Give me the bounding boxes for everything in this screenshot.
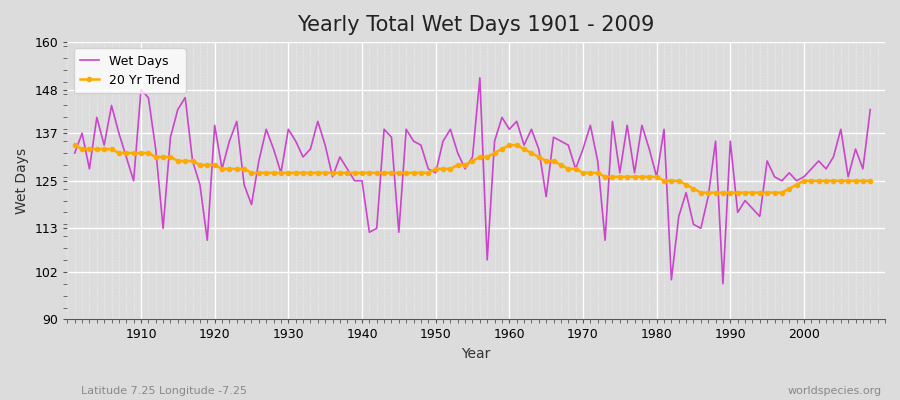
Text: Latitude 7.25 Longitude -7.25: Latitude 7.25 Longitude -7.25: [81, 386, 247, 396]
Wet Days: [69, 151, 80, 156]
Y-axis label: Wet Days: Wet Days: [15, 148, 29, 214]
20 Yr Trend: [69, 143, 80, 148]
20 Yr Trend: [497, 147, 508, 152]
Wet Days: [291, 139, 302, 144]
Wet Days: [511, 119, 522, 124]
Text: worldspecies.org: worldspecies.org: [788, 386, 882, 396]
20 Yr Trend: [865, 178, 876, 183]
20 Yr Trend: [592, 170, 603, 175]
20 Yr Trend: [504, 143, 515, 148]
20 Yr Trend: [696, 190, 706, 195]
Legend: Wet Days, 20 Yr Trend: Wet Days, 20 Yr Trend: [74, 48, 185, 93]
Line: Wet Days: Wet Days: [75, 78, 870, 284]
Title: Yearly Total Wet Days 1901 - 2009: Yearly Total Wet Days 1901 - 2009: [298, 15, 655, 35]
Wet Days: [599, 238, 610, 242]
Wet Days: [128, 178, 139, 183]
20 Yr Trend: [291, 170, 302, 175]
Wet Days: [504, 127, 515, 132]
Wet Days: [717, 281, 728, 286]
20 Yr Trend: [335, 170, 346, 175]
Wet Days: [474, 75, 485, 80]
Wet Days: [335, 154, 346, 159]
Wet Days: [865, 107, 876, 112]
20 Yr Trend: [128, 151, 139, 156]
X-axis label: Year: Year: [462, 347, 490, 361]
Line: 20 Yr Trend: 20 Yr Trend: [73, 143, 872, 195]
